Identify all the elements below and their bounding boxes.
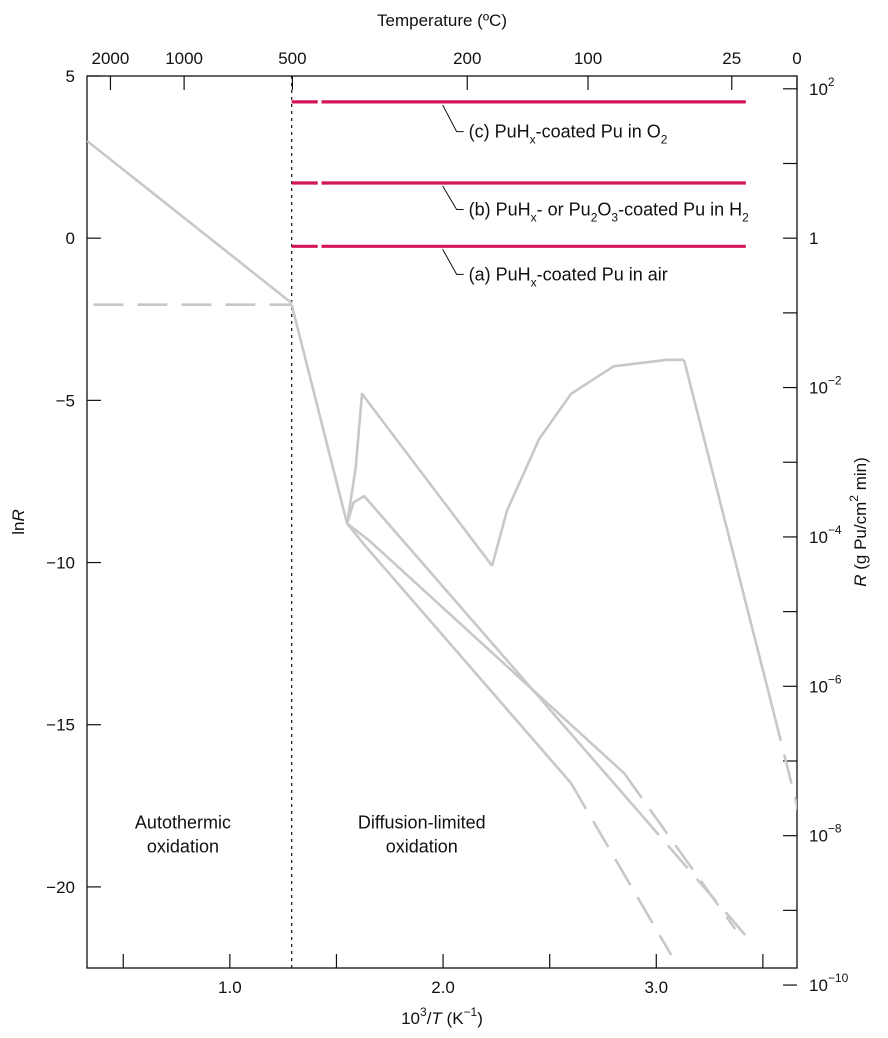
series-group [87, 100, 797, 956]
x-tick-label: 1.0 [218, 978, 242, 997]
y-tick-label: −15 [46, 716, 75, 735]
right-tick-label: 10−2 [809, 374, 842, 398]
right-tick-label: 1 [809, 229, 818, 248]
right-tick-label: 10−6 [809, 672, 842, 696]
series-curve-1-segment-2 [682, 359, 775, 713]
right-axis-label: R (g Pu/cm2 min) [847, 457, 870, 587]
series-curve-1-segment-0 [345, 392, 494, 567]
right-tick-exp: −8 [828, 822, 842, 836]
right-axis-label-pre: (g Pu/cm [851, 502, 870, 575]
annotation-sub: x [531, 210, 537, 224]
annotation-c: (c) PuHx-coated Pu in O2 [469, 122, 668, 147]
plot-frame [86, 75, 798, 969]
series-curve-4-segment-1 [569, 782, 673, 956]
right-tick-exp: −10 [828, 971, 849, 985]
right-tick-exp: −6 [828, 672, 842, 686]
right-tick-label: 10−10 [809, 971, 849, 995]
top-tick-label: 200 [453, 49, 481, 68]
annotation-sub: 3 [611, 210, 618, 224]
annotation-sub: 2 [591, 210, 598, 224]
right-tick-exp: 2 [828, 75, 835, 89]
right-tick-base: 10 [809, 677, 828, 696]
top-tick-label: 100 [574, 49, 602, 68]
y-axis-label-var: R [9, 509, 28, 521]
y-tick-label: 0 [66, 229, 75, 248]
annotation-leader-a [442, 249, 464, 275]
right-tick-label: 10−4 [809, 523, 842, 547]
annotation-sub: 2 [742, 210, 749, 224]
region-label-line2: oxidation [386, 837, 458, 857]
annotation-text: (c) PuH [469, 122, 530, 142]
annotation-sub: x [531, 275, 537, 289]
y-tick-label: 5 [66, 67, 75, 86]
annotation-leader-c [442, 104, 464, 133]
right-tick-label: 10−8 [809, 822, 842, 846]
top-tick-label: 1000 [165, 49, 203, 68]
x-axis-label: 103/T (K−1) [401, 1005, 483, 1028]
annotation-text: -coated Pu in air [537, 264, 668, 284]
series-curve-1-segment-3 [772, 711, 797, 811]
right-tick-base: 10 [809, 976, 828, 995]
right-axis-label-post: min) [851, 457, 870, 495]
series-curve-4-segment-0 [346, 522, 572, 784]
y-axis-label-prefix: ln [9, 522, 28, 535]
series-curve-1-segment-1 [490, 358, 684, 567]
y-tick-label: −10 [46, 554, 75, 573]
region-label-0: Autothermic oxidation [135, 813, 231, 857]
x-axis-label-var: T [431, 1009, 443, 1028]
region-label-line1: Autothermic [135, 813, 231, 833]
region-label-1: Diffusion-limited oxidation [358, 813, 486, 857]
right-tick-base: 10 [809, 827, 828, 846]
series-curve-3-segment-0 [346, 522, 626, 775]
top-tick-label: 2000 [92, 49, 130, 68]
x-axis-label-sup: 3 [420, 1005, 427, 1019]
x-axis-label-slash: / [427, 1009, 432, 1028]
x-axis-label-unit-sup: −1 [464, 1005, 478, 1019]
x-axis-label-unit: (K [442, 1009, 464, 1028]
region-label-line2: oxidation [147, 837, 219, 857]
annotation-b: (b) PuHx- or Pu2O3-coated Pu in H2 [469, 199, 750, 224]
right-axis-label-var: R [851, 574, 870, 586]
right-tick-exp: −2 [828, 374, 842, 388]
x-tick-label: 3.0 [644, 978, 668, 997]
annotation-text: - or Pu [537, 199, 591, 219]
right-tick-base: 10 [809, 528, 828, 547]
right-tick-base: 10 [809, 80, 828, 99]
right-axis-label-sup: 2 [847, 495, 861, 502]
series-autothermic-upper-segment-0 [87, 139, 293, 305]
annotation-text: O [597, 199, 611, 219]
top-tick-label: 0 [792, 49, 801, 68]
right-tick-base: 10 [809, 379, 828, 398]
y-axis-label: lnR [9, 509, 28, 535]
right-tick-exp: −4 [828, 523, 842, 537]
annotation-text: (a) PuH [469, 264, 531, 284]
top-axis-label: Temperature (ºC) [377, 11, 507, 30]
region-label-line1: Diffusion-limited [358, 813, 486, 833]
annotation-leader-b [442, 185, 464, 210]
series-curve-3-segment-1 [623, 772, 737, 930]
annotation-sub: x [530, 133, 536, 147]
annotation-sub: 2 [661, 133, 668, 147]
top-tick-label: 500 [278, 49, 306, 68]
annotation-a: (a) PuHx-coated Pu in air [469, 264, 668, 289]
annotation-text: -coated Pu in O [536, 122, 661, 142]
series-curve-2-segment-0 [345, 494, 641, 814]
annotation-text: (b) PuH [469, 199, 531, 219]
right-tick-label: 102 [809, 75, 835, 99]
top-tick-label: 25 [722, 49, 741, 68]
series-descent-segment-0 [290, 304, 349, 524]
annotation-text: -coated Pu in H [618, 199, 742, 219]
x-axis-label-unit-close: ) [477, 1009, 483, 1028]
series-curve-2-segment-1 [638, 811, 747, 937]
y-tick-label: −20 [46, 878, 75, 897]
x-tick-label: 2.0 [431, 978, 455, 997]
y-tick-label: −5 [56, 391, 75, 410]
x-axis-label-base: 10 [401, 1009, 420, 1028]
right-tick-base: 1 [809, 229, 818, 248]
